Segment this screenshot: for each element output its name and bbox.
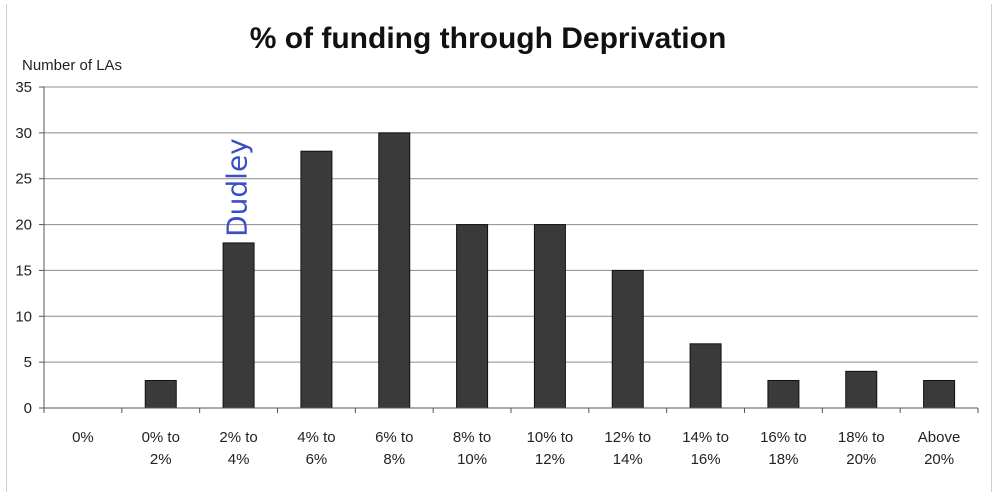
chart-title: % of funding through Deprivation (250, 22, 727, 55)
annotations: Dudley (221, 138, 254, 237)
bar (533, 224, 566, 409)
bar (222, 242, 255, 409)
x-category-label: 0% (72, 429, 94, 446)
bar (456, 224, 489, 409)
x-category-label: 16% (691, 451, 721, 468)
gridlines (44, 86, 978, 363)
y-tick-label: 5 (24, 354, 32, 371)
x-category-label: 18% to (838, 429, 885, 446)
x-category-label: 0% to (142, 429, 180, 446)
y-tick-label: 35 (15, 79, 32, 96)
y-axis-label: Number of LAs (22, 57, 122, 74)
x-category-label: 12% (535, 451, 565, 468)
x-category-label: 2% to (219, 429, 257, 446)
x-category-label: Above (918, 429, 961, 446)
y-tick-label: 0 (24, 400, 32, 417)
x-category-label: 2% (150, 451, 172, 468)
chart-frame (6, 4, 992, 492)
x-category-label: 6% to (375, 429, 413, 446)
y-tick-label: 30 (15, 125, 32, 142)
bar (378, 132, 411, 409)
x-category-label: 8% (383, 451, 405, 468)
y-tick-label: 20 (15, 217, 32, 234)
bar (144, 379, 177, 409)
y-axis-ticks: 0 5 10 15 20 25 30 35 (15, 79, 44, 417)
bar (611, 269, 644, 409)
bar (300, 150, 333, 409)
bar (767, 379, 800, 409)
x-category-label: 20% (924, 451, 954, 468)
x-category-label: 18% (768, 451, 798, 468)
x-category-label: 4% to (297, 429, 335, 446)
bars (144, 132, 956, 409)
bar (845, 370, 878, 409)
x-category-label: 10% (457, 451, 487, 468)
y-tick-label: 25 (15, 171, 32, 188)
y-tick-label: 15 (15, 262, 32, 279)
y-tick-label: 10 (15, 308, 32, 325)
x-category-label: 14% (613, 451, 643, 468)
x-category-label: 8% to (453, 429, 491, 446)
handwritten-annotation: Dudley (221, 138, 254, 237)
x-category-label: 6% (306, 451, 328, 468)
x-category-label: 12% to (604, 429, 651, 446)
x-category-label: 14% to (682, 429, 729, 446)
x-category-label: 20% (846, 451, 876, 468)
x-category-label: 16% to (760, 429, 807, 446)
bar (689, 343, 722, 409)
bar (923, 379, 956, 409)
axes (43, 87, 979, 413)
x-axis-categories: 0% 0% to 2% 2% to 4% 4% to 6% 6% to 8% 8% to 10% 10… (72, 429, 960, 468)
x-category-label: 4% (228, 451, 250, 468)
x-category-label: 10% to (527, 429, 574, 446)
